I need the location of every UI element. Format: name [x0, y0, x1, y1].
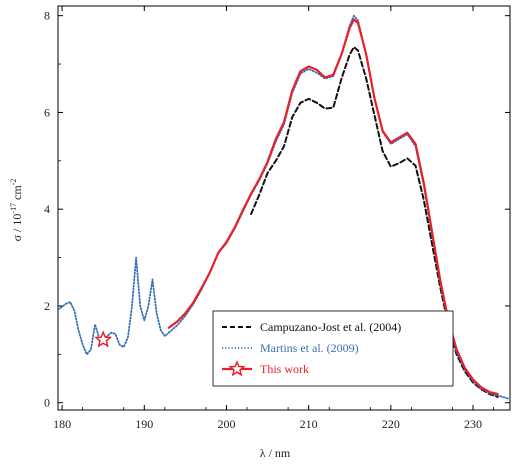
- x-tick-label: 180: [53, 417, 71, 431]
- x-tick-label: 230: [464, 417, 482, 431]
- y-tick-label: 4: [44, 202, 50, 216]
- legend-label: Martins et al. (2009): [260, 341, 359, 355]
- series-line-this-work: [167, 18, 499, 396]
- y-axis-title-main: σ / 10: [10, 214, 24, 242]
- x-tick-label: 200: [217, 417, 235, 431]
- y-axis-title-unit-exponent: -2: [9, 179, 18, 186]
- legend-label: Campuzano-Jost et al. (2004): [260, 320, 401, 334]
- x-axis-title: λ / nm: [260, 446, 291, 460]
- x-tick-label: 220: [382, 417, 400, 431]
- star-marker: [94, 330, 113, 348]
- series-line-campuzano-jost-et-al-2004: [250, 46, 499, 398]
- legend-label: This work: [260, 362, 309, 376]
- y-axis-title-unit: cm: [10, 185, 24, 203]
- legend-star-marker: [228, 360, 246, 377]
- y-axis-title-exponent: -17: [9, 203, 18, 214]
- series-lines: [58, 14, 510, 400]
- x-tick-label: 210: [300, 417, 318, 431]
- axis-ticks: 180 190 200 210 220 230 0 2 4 6 8: [44, 6, 510, 431]
- y-tick-label: 8: [44, 9, 50, 23]
- y-tick-label: 2: [44, 299, 50, 313]
- legend-box: [212, 310, 454, 387]
- y-tick-label: 6: [44, 105, 50, 119]
- x-tick-label: 190: [135, 417, 153, 431]
- y-tick-label: 0: [44, 396, 50, 410]
- legend: Campuzano-Jost et al. (2004) Martins et a…: [212, 310, 454, 387]
- plot-frame: [57, 5, 511, 411]
- y-axis-title: σ / 10-17 cm-2: [9, 179, 24, 242]
